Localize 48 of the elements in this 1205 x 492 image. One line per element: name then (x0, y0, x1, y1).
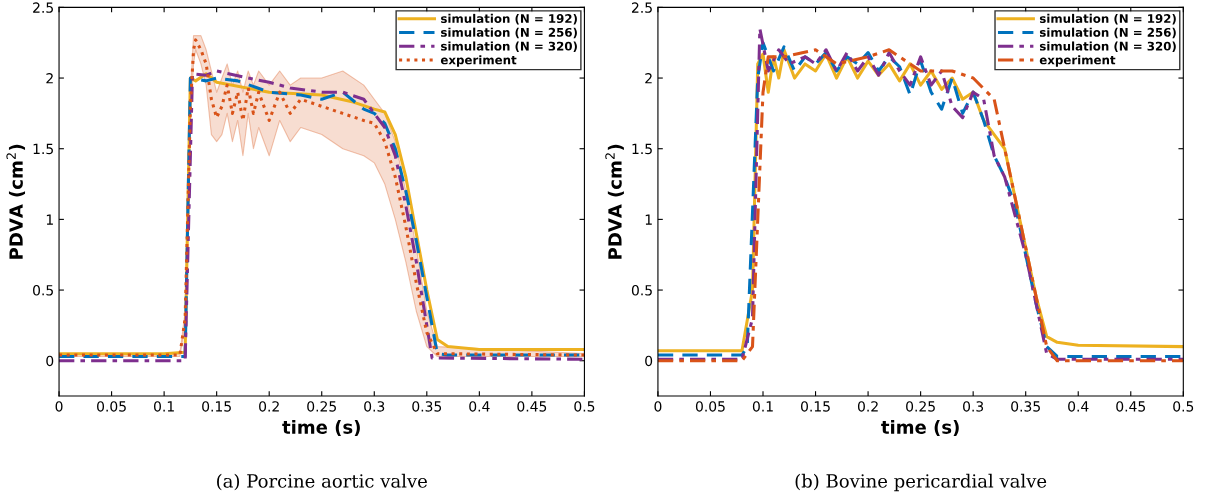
legend-label: simulation (N = 320) (441, 41, 577, 52)
y-tick-label: 1.5 (632, 143, 652, 155)
y-tick-label: 1.5 (33, 143, 53, 155)
x-tick-label: 0.1 (752, 401, 773, 412)
x-tick-label: 0 (55, 401, 63, 412)
x-tick-label: 0.25 (307, 401, 336, 412)
x-tick-label: 0.4 (469, 401, 490, 412)
legend-label: simulation (N = 256) (1039, 27, 1176, 39)
x-tick-label: 0.4 (1068, 401, 1089, 412)
x-tick-label: 0.15 (202, 401, 231, 412)
y-tick-label: 2.5 (632, 2, 652, 13)
y-tick-label: 0.5 (631, 285, 652, 296)
x-tick-label: 0.3 (364, 401, 385, 412)
y-tick-label: 0.5 (33, 285, 53, 296)
legend-label: experiment (440, 55, 517, 67)
x-tick-label: 0.45 (517, 401, 547, 412)
x-tick-label: 0 (654, 401, 662, 412)
legend-label: simulation (N = 192) (1039, 13, 1176, 25)
y-axis-title: PDVA (cm$^{2}$) (605, 144, 624, 259)
y-tick-label: 1 (46, 214, 53, 225)
y-tick-label: 2 (46, 73, 53, 84)
x-tick-label: 0.5 (1173, 401, 1194, 412)
x-tick-label: 0.2 (857, 401, 878, 412)
x-tick-label: 0.05 (695, 401, 725, 412)
x-tick-label: 0.35 (1011, 401, 1040, 412)
x-tick-label: 0.5 (574, 401, 595, 412)
x-tick-label: 0.45 (1116, 401, 1146, 412)
legend-label: experiment (1039, 55, 1116, 67)
x-tick-label: 0.1 (153, 401, 174, 412)
legend-label: simulation (N = 256) (441, 27, 577, 39)
x-tick-label: 0.25 (906, 401, 935, 412)
x-tick-label: 0.05 (97, 401, 126, 412)
y-tick-label: 2.5 (33, 2, 53, 13)
text: (a) Porcine aortic valve (217, 473, 427, 491)
legend-label: simulation (N = 192) (441, 13, 577, 25)
x-tick-label: 0.3 (963, 401, 984, 412)
y-tick-label: 2 (645, 73, 652, 84)
x-axis-title: time (s) (282, 419, 360, 437)
legend-label: simulation (N = 320) (1039, 41, 1176, 52)
x-tick-label: 0.15 (801, 401, 830, 412)
y-tick-label: 1 (645, 214, 652, 225)
y-axis-title: PDVA (cm$^{2}$) (6, 144, 26, 259)
text: (b) Bovine pericardial valve (795, 473, 1047, 492)
x-axis-title: time (s) (881, 419, 959, 437)
x-tick-label: 0.2 (259, 401, 279, 412)
y-tick-label: 0 (46, 355, 54, 367)
x-tick-label: 0.35 (412, 401, 442, 412)
y-tick-label: 0 (645, 355, 653, 367)
